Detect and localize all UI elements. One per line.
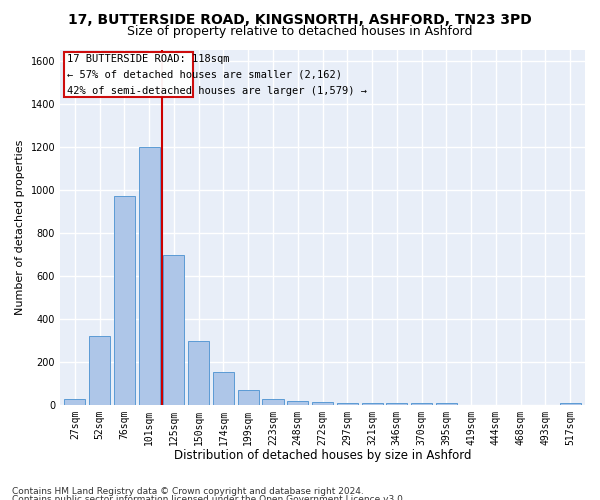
Bar	[139, 147, 160, 405]
Bar	[312, 402, 333, 405]
Text: 17, BUTTERSIDE ROAD, KINGSNORTH, ASHFORD, TN23 3PD: 17, BUTTERSIDE ROAD, KINGSNORTH, ASHFORD…	[68, 12, 532, 26]
Bar	[436, 403, 457, 405]
Text: Contains public sector information licensed under the Open Government Licence v3: Contains public sector information licen…	[12, 495, 406, 500]
Bar	[287, 401, 308, 405]
Text: Size of property relative to detached houses in Ashford: Size of property relative to detached ho…	[127, 25, 473, 38]
Text: Contains HM Land Registry data © Crown copyright and database right 2024.: Contains HM Land Registry data © Crown c…	[12, 488, 364, 496]
Bar	[238, 390, 259, 405]
Bar	[89, 336, 110, 405]
Text: 42% of semi-detached houses are larger (1,579) →: 42% of semi-detached houses are larger (…	[67, 86, 367, 96]
Text: 17 BUTTERSIDE ROAD: 118sqm: 17 BUTTERSIDE ROAD: 118sqm	[67, 54, 230, 64]
Bar	[188, 340, 209, 405]
Y-axis label: Number of detached properties: Number of detached properties	[15, 140, 25, 316]
Bar	[411, 403, 432, 405]
Bar	[64, 52, 193, 98]
Bar	[386, 403, 407, 405]
Bar	[362, 403, 383, 405]
Bar	[114, 196, 135, 405]
X-axis label: Distribution of detached houses by size in Ashford: Distribution of detached houses by size …	[174, 450, 471, 462]
Bar	[163, 254, 184, 405]
Bar	[64, 399, 85, 405]
Bar	[337, 402, 358, 405]
Text: ← 57% of detached houses are smaller (2,162): ← 57% of detached houses are smaller (2,…	[67, 70, 343, 80]
Bar	[560, 403, 581, 405]
Bar	[213, 372, 234, 405]
Bar	[262, 399, 284, 405]
